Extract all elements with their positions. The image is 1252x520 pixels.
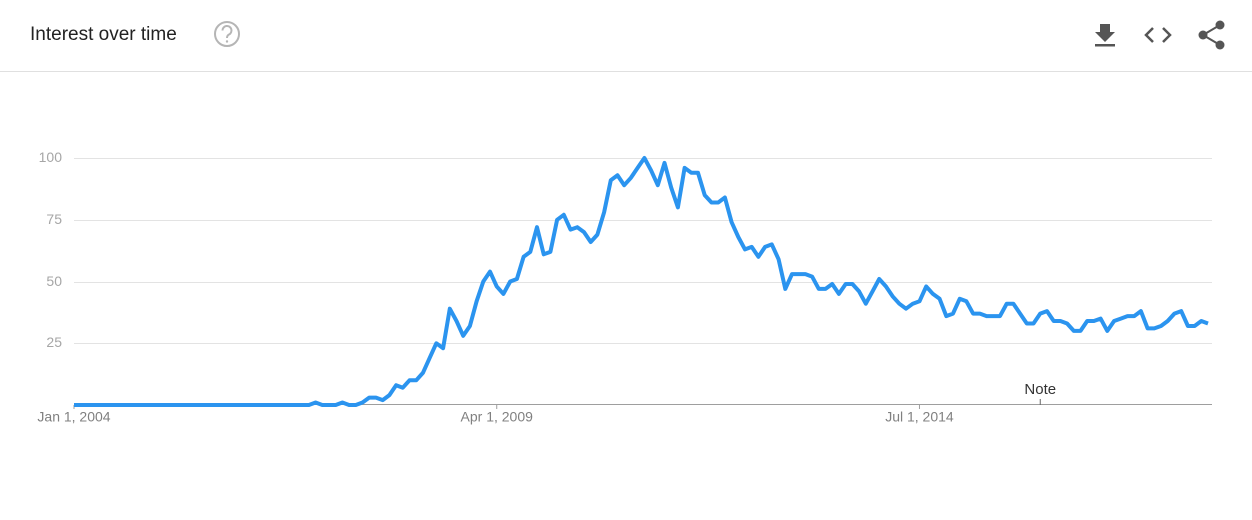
embed-icon[interactable] bbox=[1144, 27, 1172, 43]
x-tick-label: Jan 1, 2004 bbox=[37, 408, 110, 424]
help-icon[interactable] bbox=[214, 21, 240, 47]
y-tick-label: 100 bbox=[39, 149, 63, 165]
widget-title: Interest over time bbox=[30, 24, 177, 45]
y-tick-label: 75 bbox=[46, 211, 62, 227]
x-tick-label: Apr 1, 2009 bbox=[461, 408, 534, 424]
trend-line bbox=[74, 156, 1209, 407]
y-tick-label: 25 bbox=[46, 334, 62, 350]
share-icon[interactable] bbox=[1198, 20, 1225, 50]
x-tick-label: Jul 1, 2014 bbox=[885, 408, 954, 424]
y-tick-label: 50 bbox=[46, 273, 62, 289]
download-icon[interactable] bbox=[1095, 24, 1115, 47]
note-label: Note bbox=[1024, 381, 1056, 398]
